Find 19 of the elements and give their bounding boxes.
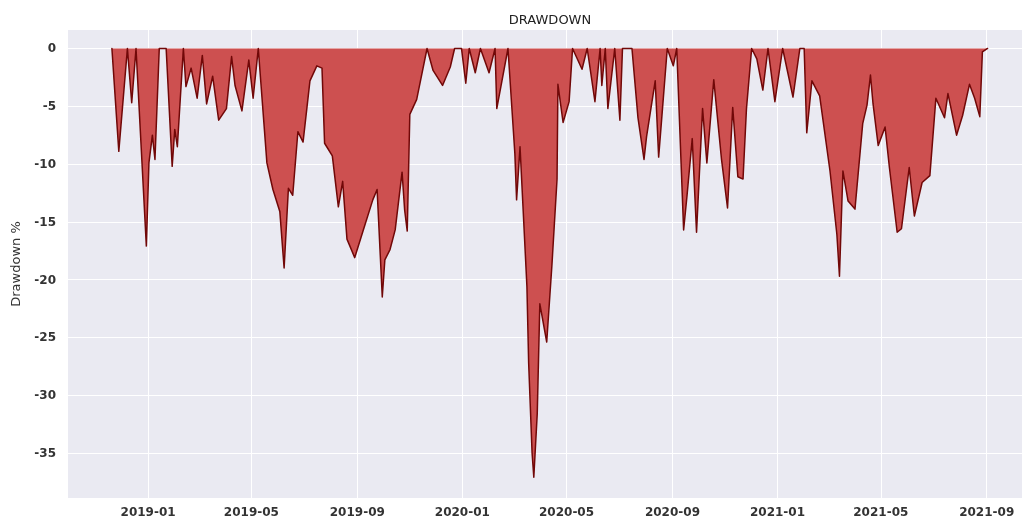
x-tick-label: 2021-09 (959, 505, 1015, 519)
x-tick-label: 2021-05 (853, 505, 909, 519)
y-tick-label: 0 (47, 41, 56, 56)
y-tick-label: -10 (34, 157, 56, 172)
y-tick-label: -30 (34, 388, 56, 403)
y-tick-label: -5 (42, 99, 56, 114)
x-tick-label: 2021-01 (749, 505, 806, 519)
y-tick-label: -35 (34, 445, 56, 460)
x-tick-label: 2020-05 (538, 505, 595, 519)
chart-title: DRAWDOWN (508, 12, 592, 27)
x-tick-label: 2019-09 (329, 505, 385, 519)
y-tick-label: -25 (34, 330, 56, 345)
x-tick-label: 2019-05 (223, 505, 279, 519)
y-tick-label: -15 (34, 214, 56, 229)
x-tick-label: 2019-01 (120, 505, 176, 519)
y-tick-label: -20 (34, 272, 56, 287)
x-tick-label: 2020-01 (434, 505, 490, 519)
y-axis-title: Drawdown % (8, 221, 23, 307)
x-tick-label: 2020-09 (644, 505, 700, 519)
